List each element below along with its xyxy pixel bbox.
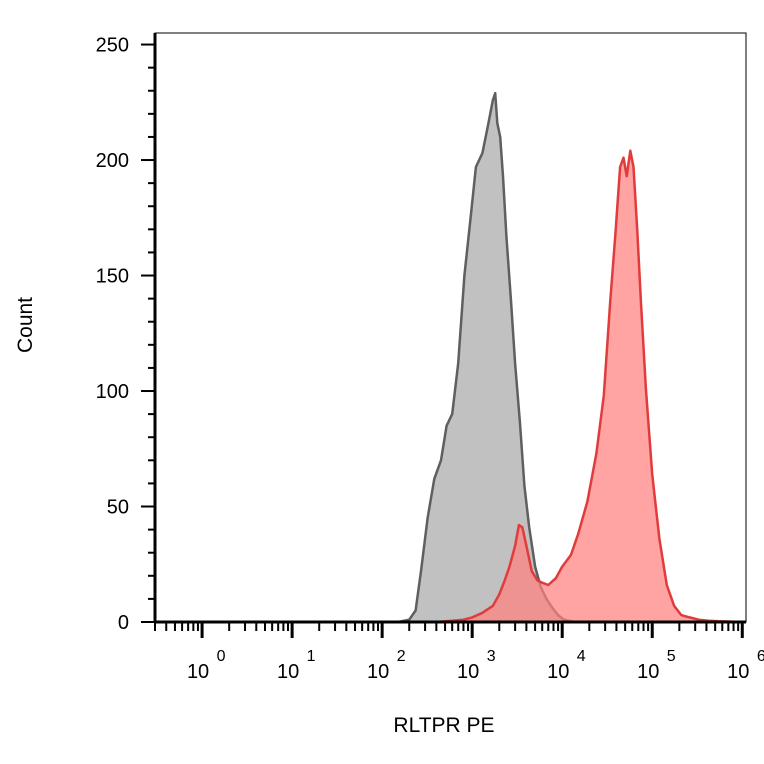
x-tick-exponent: 4 bbox=[577, 648, 586, 665]
series-2-area bbox=[155, 150, 746, 623]
y-tick-label: 150 bbox=[96, 266, 129, 288]
x-tick-label: 10 bbox=[277, 661, 299, 683]
x-tick-label: 10 bbox=[457, 661, 479, 683]
y-tick-label: 50 bbox=[107, 497, 129, 519]
y-tick-label: 0 bbox=[118, 612, 129, 634]
x-tick-exponent: 6 bbox=[757, 648, 764, 665]
series-layer bbox=[155, 91, 746, 624]
series-1-area bbox=[155, 93, 746, 623]
x-tick-exponent: 3 bbox=[487, 648, 496, 665]
x-tick-label: 10 bbox=[727, 661, 749, 683]
x-axis-title: RLTPR PE bbox=[393, 714, 494, 737]
x-tick-label: 10 bbox=[637, 661, 659, 683]
series-2-outline bbox=[155, 149, 746, 624]
y-tick-label: 250 bbox=[96, 35, 129, 57]
x-tick-label: 10 bbox=[187, 661, 209, 683]
x-tick-label: 10 bbox=[367, 661, 389, 683]
x-tick-exponent: 0 bbox=[217, 648, 226, 665]
y-tick-label: 100 bbox=[96, 381, 129, 403]
y-tick-label: 200 bbox=[96, 150, 129, 172]
x-tick-exponent: 1 bbox=[307, 648, 316, 665]
x-tick-exponent: 5 bbox=[667, 648, 676, 665]
y-axis-title: Count bbox=[14, 297, 37, 353]
x-tick-label: 10 bbox=[547, 661, 569, 683]
x-tick-exponent: 2 bbox=[397, 648, 406, 665]
